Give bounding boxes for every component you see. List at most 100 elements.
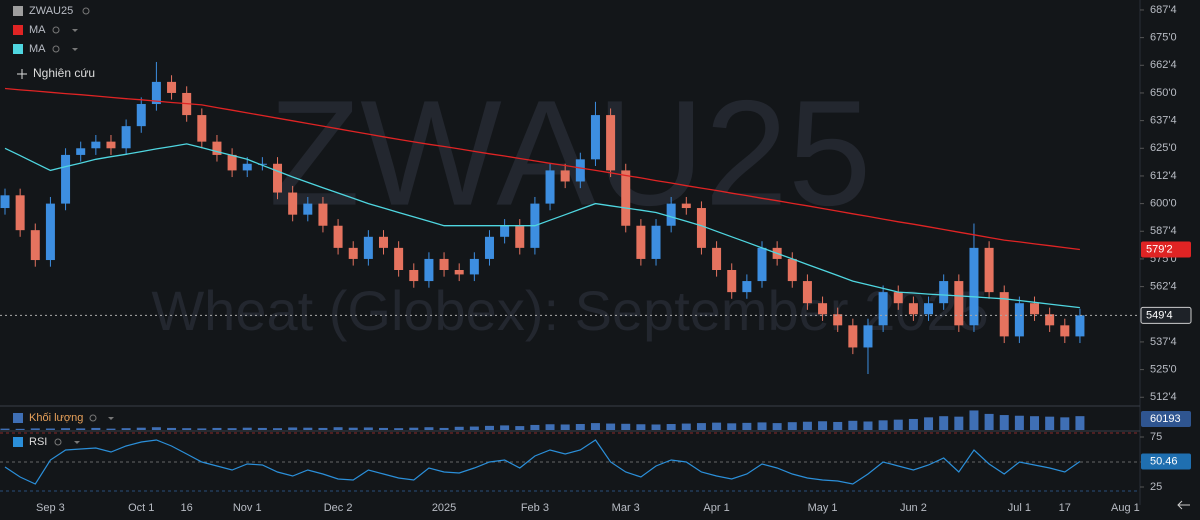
volume-bar [106, 429, 115, 430]
x-tick-label: Dec 2 [324, 502, 353, 514]
legend-swatch [13, 25, 23, 35]
volume-bar [334, 427, 343, 430]
x-tick-label: May 1 [808, 502, 838, 514]
volume-bar [424, 427, 433, 430]
candle-body [939, 281, 948, 303]
volume-label[interactable]: Khối lượng [29, 412, 83, 424]
volume-bar [409, 428, 418, 430]
candle-body [379, 237, 388, 248]
volume-bar [969, 410, 978, 430]
candle-body [470, 259, 479, 274]
volume-bar [576, 424, 585, 430]
volume-bar [818, 421, 827, 430]
volume-bar [1030, 416, 1039, 430]
volume-bar [621, 424, 630, 430]
candle-body [591, 115, 600, 159]
volume-bar [773, 423, 782, 430]
y-tick-label: 587'4 [1150, 225, 1177, 237]
y-tick-label: 687'4 [1150, 4, 1177, 16]
legend-swatch [13, 437, 23, 447]
volume-bar [697, 423, 706, 430]
candle-body [409, 270, 418, 281]
candle-body [863, 325, 872, 347]
volume-bar [863, 421, 872, 430]
candle-body [954, 281, 963, 325]
legend-swatch [13, 6, 23, 16]
y-tick-label: 75 [1150, 431, 1162, 443]
volume-bar [591, 423, 600, 430]
volume-bar [712, 423, 721, 430]
y-tick-label: 625'0 [1150, 142, 1177, 154]
volume-bar [212, 428, 221, 430]
volume-bar [1075, 416, 1084, 430]
volume-bar [318, 428, 327, 430]
volume-bar [636, 424, 645, 430]
x-tick-label: Oct 1 [128, 502, 154, 514]
volume-bar [197, 428, 206, 430]
volume-bar [833, 422, 842, 430]
volume-bar [788, 422, 797, 430]
volume-bar [379, 428, 388, 430]
x-tick-label: Feb 3 [521, 502, 549, 514]
candle-body [576, 159, 585, 181]
volume-bar [682, 424, 691, 430]
volume-bar [137, 428, 146, 430]
candle-body [137, 104, 146, 126]
y-tick-label: 525'0 [1150, 363, 1177, 375]
candle-body [76, 148, 85, 155]
volume-bar [727, 423, 736, 430]
volume-bar [985, 414, 994, 430]
candle-body [803, 281, 812, 303]
candle-body [364, 237, 373, 259]
rsi-label[interactable]: RSI [29, 436, 47, 448]
research-button[interactable]: Nghiên cứu [33, 66, 95, 80]
volume-bar [122, 428, 131, 430]
y-tick-label: 637'4 [1150, 115, 1177, 127]
candle-body [727, 270, 736, 292]
candle-body [16, 195, 25, 230]
candle-body [621, 170, 630, 225]
candle-body [273, 164, 282, 193]
volume-bar [515, 426, 524, 430]
volume-bar [288, 427, 297, 430]
volume-bar [879, 420, 888, 430]
candle-body [682, 204, 691, 208]
candle-body [652, 226, 661, 259]
legend-label[interactable]: MA [29, 43, 46, 55]
y-tick-label: 537'4 [1150, 336, 1177, 348]
volume-bar [485, 426, 494, 430]
candle-body [606, 115, 615, 170]
volume-bar [1, 429, 10, 430]
candle-body [424, 259, 433, 281]
x-tick-label: Aug 1 [1111, 502, 1140, 514]
volume-bar [31, 428, 40, 430]
candle-body [1060, 325, 1069, 336]
legend-label[interactable]: ZWAU25 [29, 5, 73, 17]
y-tick-label: 512'4 [1150, 391, 1177, 403]
volume-bar [349, 428, 358, 430]
volume-bar [500, 425, 509, 430]
volume-bar [61, 428, 70, 430]
candle-body [924, 303, 933, 314]
volume-bar [848, 421, 857, 430]
y-tick-label: 600'0 [1150, 198, 1177, 210]
x-tick-label: Mar 3 [612, 502, 640, 514]
candle-body [303, 204, 312, 215]
volume-bar [258, 428, 267, 430]
volume-bar [228, 428, 237, 430]
x-tick-label: 2025 [432, 502, 456, 514]
candle-body [122, 126, 131, 148]
volume-bar [606, 424, 615, 430]
candle-body [197, 115, 206, 142]
volume-bar [1060, 417, 1069, 430]
volume-bar [803, 422, 812, 430]
candle-body [788, 259, 797, 281]
candle-body [228, 155, 237, 170]
volume-bar [546, 424, 555, 430]
volume-bar [939, 416, 948, 430]
legend-label[interactable]: MA [29, 24, 46, 36]
candle-body [894, 292, 903, 303]
ma-value-label: 579'2 [1146, 243, 1173, 255]
candle-body [758, 248, 767, 281]
